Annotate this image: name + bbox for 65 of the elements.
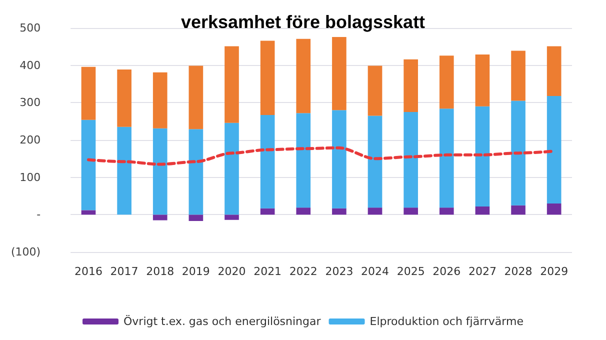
bar — [117, 126, 132, 215]
x-tick-label: 2022 — [289, 265, 318, 278]
bar — [81, 120, 96, 210]
x-tick-label: 2028 — [504, 265, 532, 278]
bar — [332, 208, 346, 215]
bar — [475, 206, 490, 215]
bar — [511, 205, 526, 215]
bar — [511, 100, 526, 206]
bar — [117, 69, 132, 127]
bar — [439, 108, 454, 208]
bar — [368, 66, 382, 116]
x-tick-label: 2020 — [218, 265, 246, 278]
bar — [546, 96, 562, 204]
bar — [511, 50, 526, 101]
bar — [152, 128, 168, 215]
bar — [260, 40, 275, 115]
bar — [188, 214, 204, 222]
bar — [546, 46, 562, 96]
y-tick-label: 100 — [20, 170, 41, 184]
x-tick-label: 2029 — [540, 265, 568, 278]
bar — [260, 208, 275, 215]
x-tick-label: 2016 — [74, 265, 102, 278]
bar — [546, 203, 562, 215]
bar — [332, 36, 346, 110]
x-tick-label: 2021 — [254, 265, 282, 278]
x-tick-label: 2026 — [432, 265, 461, 278]
bar — [439, 56, 454, 109]
bar — [404, 59, 418, 112]
bar — [224, 46, 239, 123]
bar — [368, 116, 382, 208]
x-tick-label: 2017 — [110, 265, 138, 278]
bar — [332, 110, 346, 208]
legend-label: Övrigt t.ex. gas och energilösningar — [124, 314, 322, 328]
x-tick-label: 2025 — [396, 265, 425, 278]
bar — [439, 208, 454, 215]
bar — [224, 214, 239, 220]
y-tick-label: 400 — [20, 58, 41, 72]
bar — [224, 122, 239, 215]
chart-title: verksamhet före bolagsskatt — [180, 12, 426, 32]
y-tick-label: - — [36, 208, 41, 222]
bar — [81, 210, 96, 215]
bar — [296, 38, 311, 114]
bar — [296, 113, 311, 208]
bar — [260, 114, 275, 208]
x-tick-label: 2023 — [325, 265, 354, 278]
bar — [81, 66, 96, 120]
y-tick-label: 500 — [20, 22, 41, 34]
x-tick-label: 2027 — [468, 265, 496, 278]
bar — [368, 208, 382, 215]
x-tick-label: 2024 — [361, 265, 390, 278]
x-tick-label: 2018 — [146, 265, 174, 278]
y-tick-label: (100) — [10, 246, 41, 258]
bar — [188, 66, 204, 130]
y-tick-label: 300 — [20, 96, 41, 110]
bar — [404, 208, 418, 215]
bar — [296, 208, 311, 215]
legend-label: Elproduktion och fjärrvärme — [370, 315, 524, 328]
bar — [152, 214, 168, 220]
bar — [475, 54, 490, 106]
x-tick-label: 2019 — [182, 265, 210, 278]
bar — [475, 106, 490, 206]
bar — [152, 72, 168, 128]
bar — [188, 129, 204, 215]
y-tick-label: 200 — [20, 134, 41, 146]
bar — [404, 112, 418, 208]
